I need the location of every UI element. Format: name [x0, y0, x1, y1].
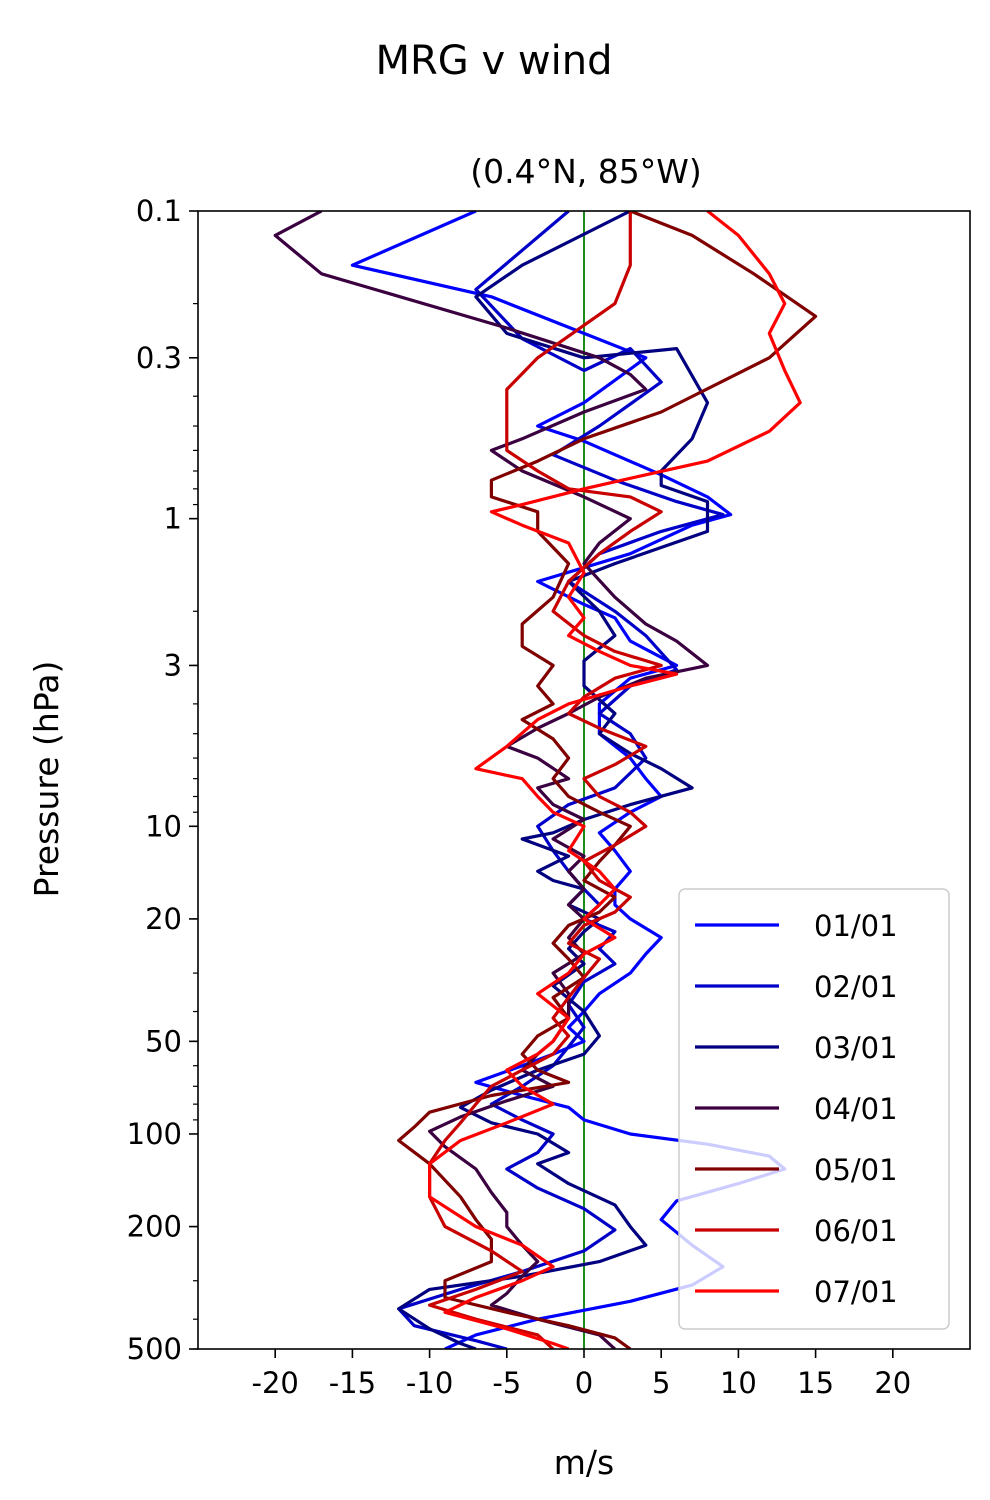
x-tick-label: -10 — [406, 1366, 453, 1400]
y-axis-label: Pressure (hPa) — [27, 661, 66, 898]
series-line-4 — [273, 211, 710, 1349]
x-tick-label: 10 — [720, 1366, 757, 1400]
x-tick-label: -20 — [252, 1366, 299, 1400]
x-tick-label: 20 — [874, 1366, 911, 1400]
chart-subtitle: (0.4°N, 85°W) — [470, 152, 702, 191]
x-tick-label: -15 — [329, 1366, 376, 1400]
legend-label: 04/01 — [814, 1092, 898, 1126]
legend-label: 02/01 — [814, 970, 898, 1004]
legend: 01/01 02/01 03/01 04/01 05/01 06/01 07/01 — [678, 888, 950, 1330]
x-tick-label: 5 — [652, 1366, 670, 1400]
x-ticks: -20 -15 -10 -5 0 5 10 15 20 — [252, 1349, 911, 1400]
legend-label: 06/01 — [814, 1214, 898, 1248]
x-tick-label: 15 — [797, 1366, 834, 1400]
legend-box — [678, 888, 950, 1330]
y-tick-label: 50 — [145, 1024, 182, 1058]
y-tick-label: 1 — [164, 502, 182, 536]
series-line-6 — [428, 211, 663, 1349]
y-tick-label: 10 — [145, 809, 182, 843]
series-layer — [273, 211, 818, 1349]
y-tick-label: 100 — [127, 1117, 182, 1151]
y-tick-label: 500 — [127, 1332, 182, 1366]
y-tick-label: 200 — [127, 1210, 182, 1244]
y-tick-label: 0.3 — [136, 341, 182, 375]
series-line-3 — [397, 211, 710, 1349]
y-ticks: 0.1 0.3 1 3 10 20 50 100 200 500 — [127, 194, 198, 1366]
plot-frame — [197, 210, 971, 1350]
legend-label: 01/01 — [814, 909, 898, 943]
x-axis-label: m/s — [554, 1443, 614, 1482]
y-tick-label: 3 — [164, 648, 182, 682]
y-tick-label: 20 — [145, 902, 182, 936]
legend-label: 07/01 — [814, 1275, 898, 1309]
series-line-7 — [428, 211, 802, 1349]
y-tick-label: 0.1 — [136, 194, 182, 228]
legend-label: 05/01 — [814, 1153, 898, 1187]
legend-label: 03/01 — [814, 1031, 898, 1065]
x-tick-label: -5 — [492, 1366, 521, 1400]
x-tick-label: 0 — [575, 1366, 593, 1400]
chart-title: MRG v wind — [376, 38, 613, 84]
